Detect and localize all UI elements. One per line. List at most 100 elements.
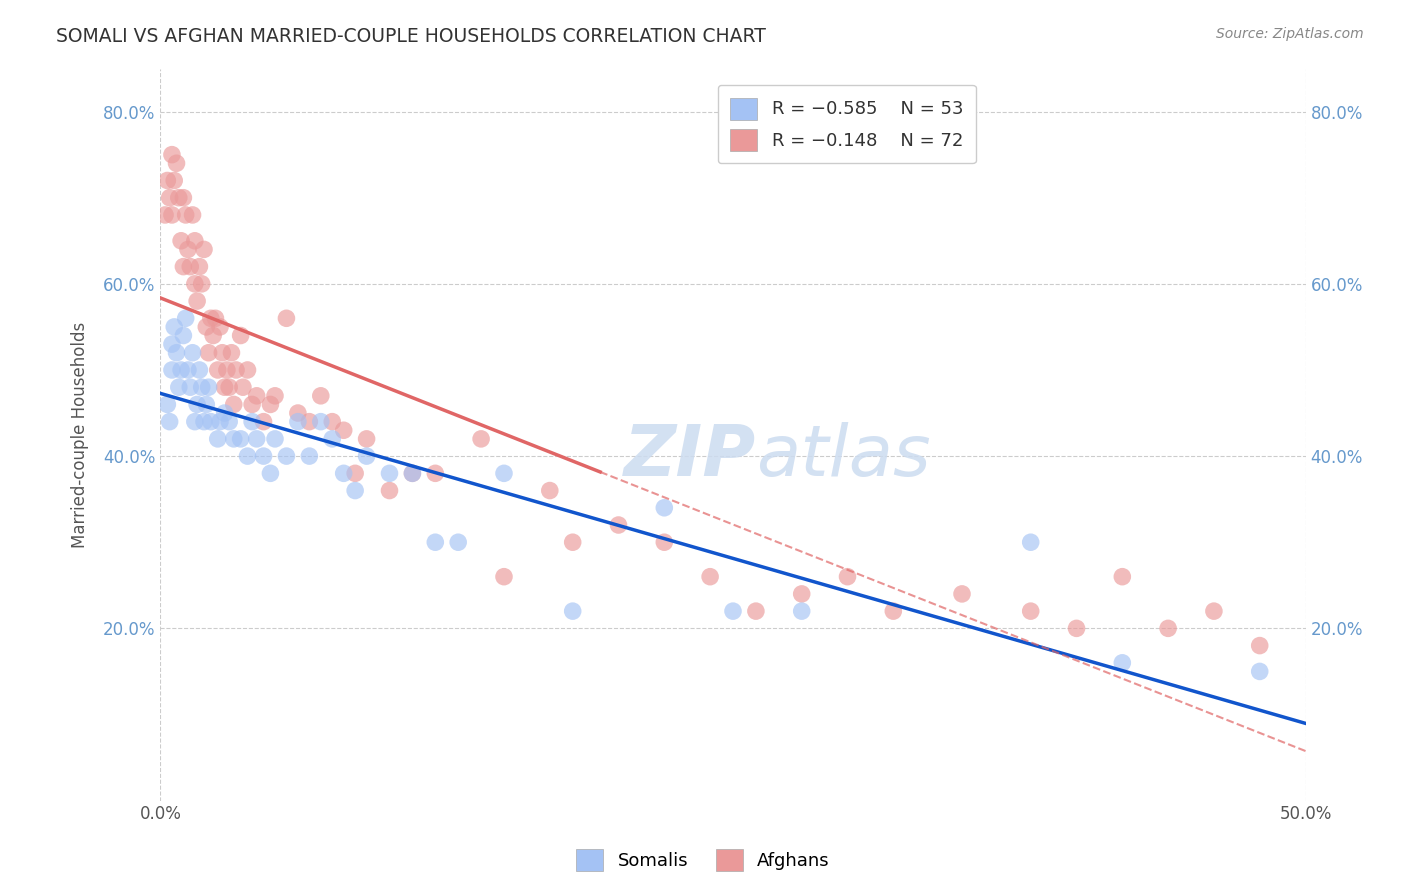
Point: [156, 397, 179, 411]
Point: [166, 156, 188, 170]
Point: [240, 415, 263, 429]
Point: [214, 380, 236, 394]
Point: [425, 467, 447, 481]
Point: [561, 535, 583, 549]
Point: [1157, 621, 1180, 635]
Point: [177, 363, 200, 377]
Point: [218, 380, 240, 394]
Point: [264, 432, 287, 446]
Point: [401, 467, 423, 481]
Point: [232, 380, 254, 394]
Point: [159, 415, 181, 429]
Point: [193, 415, 215, 429]
Point: [276, 449, 298, 463]
Point: [259, 467, 281, 481]
Point: [252, 449, 274, 463]
Point: [163, 319, 186, 334]
Point: [287, 415, 309, 429]
Point: [1111, 656, 1133, 670]
Point: [179, 260, 201, 274]
Point: [236, 449, 259, 463]
Point: [1202, 604, 1225, 618]
Point: [321, 432, 343, 446]
Point: [200, 415, 222, 429]
Point: [287, 406, 309, 420]
Point: [172, 260, 194, 274]
Text: ZIP: ZIP: [624, 422, 756, 491]
Point: [160, 363, 183, 377]
Point: [492, 570, 515, 584]
Point: [159, 191, 181, 205]
Point: [425, 535, 447, 549]
Point: [184, 277, 207, 291]
Point: [246, 432, 269, 446]
Text: SOMALI VS AFGHAN MARRIED-COUPLE HOUSEHOLDS CORRELATION CHART: SOMALI VS AFGHAN MARRIED-COUPLE HOUSEHOL…: [56, 27, 766, 45]
Point: [378, 467, 401, 481]
Point: [153, 208, 176, 222]
Point: [160, 337, 183, 351]
Point: [721, 604, 744, 618]
Point: [167, 191, 190, 205]
Point: [190, 277, 212, 291]
Point: [356, 449, 378, 463]
Point: [298, 415, 321, 429]
Point: [882, 604, 904, 618]
Point: [204, 311, 226, 326]
Point: [202, 328, 225, 343]
Point: [470, 432, 492, 446]
Point: [252, 415, 274, 429]
Point: [186, 397, 208, 411]
Point: [276, 311, 298, 326]
Point: [181, 345, 204, 359]
Point: [167, 380, 190, 394]
Point: [184, 234, 207, 248]
Point: [401, 467, 423, 481]
Point: [790, 587, 813, 601]
Point: [221, 345, 243, 359]
Point: [790, 604, 813, 618]
Point: [1249, 639, 1271, 653]
Point: [447, 535, 470, 549]
Point: [538, 483, 561, 498]
Point: [309, 389, 332, 403]
Point: [200, 311, 222, 326]
Point: [188, 260, 211, 274]
Point: [298, 449, 321, 463]
Legend: Somalis, Afghans: Somalis, Afghans: [569, 842, 837, 879]
Point: [207, 363, 229, 377]
Point: [214, 406, 236, 420]
Point: [236, 363, 259, 377]
Point: [208, 319, 231, 334]
Point: [837, 570, 859, 584]
Point: [225, 363, 247, 377]
Point: [184, 415, 207, 429]
Point: [332, 467, 354, 481]
Text: atlas: atlas: [756, 422, 931, 491]
Point: [246, 389, 269, 403]
Point: [174, 311, 197, 326]
Legend: R = −0.585    N = 53, R = −0.148    N = 72: R = −0.585 N = 53, R = −0.148 N = 72: [717, 85, 976, 163]
Point: [197, 380, 219, 394]
Point: [193, 243, 215, 257]
Point: [378, 483, 401, 498]
Point: [259, 397, 281, 411]
Point: [174, 208, 197, 222]
Point: [332, 423, 354, 437]
Point: [222, 397, 245, 411]
Point: [561, 604, 583, 618]
Point: [1066, 621, 1088, 635]
Point: [356, 432, 378, 446]
Point: [177, 243, 200, 257]
Point: [166, 345, 188, 359]
Point: [170, 363, 193, 377]
Point: [190, 380, 212, 394]
Point: [321, 415, 343, 429]
Point: [179, 380, 201, 394]
Point: [229, 328, 252, 343]
Point: [950, 587, 973, 601]
Point: [607, 518, 630, 533]
Point: [172, 191, 194, 205]
Point: [492, 467, 515, 481]
Point: [181, 208, 204, 222]
Point: [170, 234, 193, 248]
